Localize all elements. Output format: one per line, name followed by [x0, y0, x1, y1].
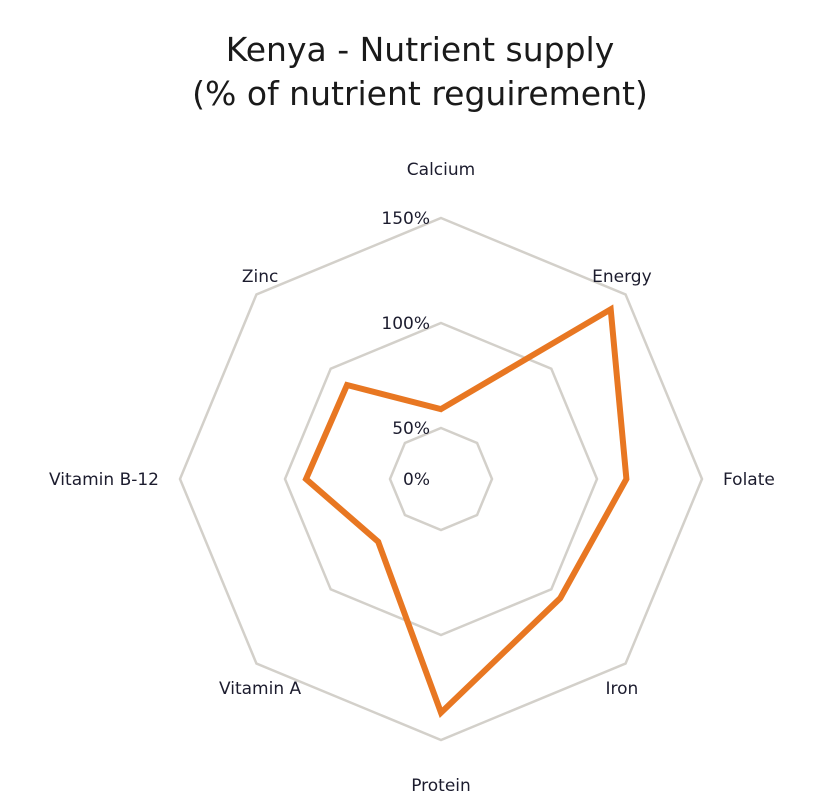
axis-label-energy: Energy	[592, 267, 652, 287]
axis-label-folate: Folate	[723, 470, 775, 490]
title-line-2: (% of nutrient reguirement)	[192, 74, 648, 113]
series-line	[302, 304, 630, 719]
title-line-1: Kenya - Nutrient supply	[225, 30, 615, 69]
axis-label-zinc: Zinc	[242, 267, 279, 287]
tick-label: 100%	[381, 314, 430, 334]
grid-ring-100	[283, 321, 599, 637]
axis-label-protein: Protein	[411, 776, 471, 796]
grid-ring-50	[388, 426, 494, 532]
axis-label-vitamin-a: Vitamin A	[219, 679, 302, 699]
grid-ring-150	[178, 216, 704, 742]
axis-label-iron: Iron	[606, 679, 639, 699]
tick-label: 50%	[392, 419, 430, 439]
chart-title: Kenya - Nutrient supply (% of nutrient r…	[0, 28, 840, 116]
tick-label: 0%	[403, 470, 430, 490]
tick-label: 150%	[381, 209, 430, 229]
axis-label-calcium: Calcium	[407, 160, 475, 180]
axis-label-vitamin-b-12: Vitamin B-12	[49, 470, 159, 490]
